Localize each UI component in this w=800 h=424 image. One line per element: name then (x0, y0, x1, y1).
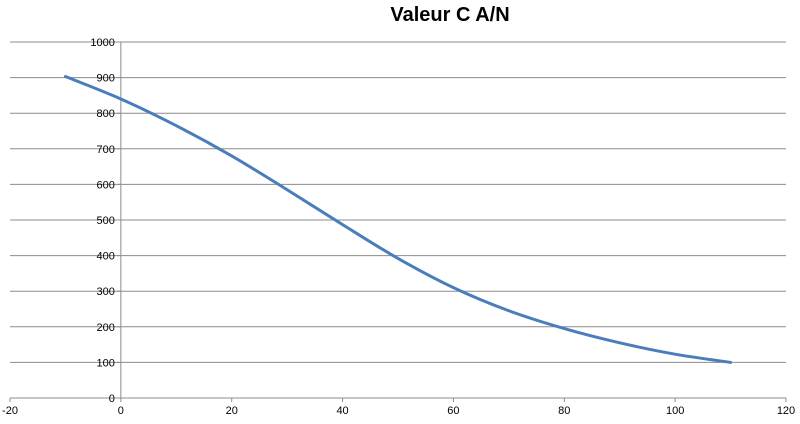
x-tick-label-80: 80 (558, 405, 570, 417)
series-group (63, 75, 733, 364)
x-tick-label-100: 100 (666, 405, 684, 417)
y-tick-label-700: 700 (96, 144, 114, 156)
x-tick-label-120: 120 (777, 405, 795, 417)
y-tick-label-800: 800 (96, 108, 114, 120)
y-tick-label-1000: 1000 (90, 37, 114, 49)
x-tick-label-20: 20 (226, 405, 238, 417)
x-tick-label-40: 40 (336, 405, 348, 417)
axes (9, 41, 787, 402)
x-tick-label-0: 0 (118, 405, 124, 417)
gridlines (10, 41, 786, 363)
x-tick-label--20: -20 (2, 405, 18, 417)
series-line-0 (63, 75, 733, 364)
y-tick-label-200: 200 (96, 322, 114, 334)
y-tick-label-400: 400 (96, 251, 114, 263)
y-tick-label-900: 900 (96, 73, 114, 85)
y-tick-labels: 0 100 200 300 400 500 600 700 800 900 1000 (90, 37, 114, 405)
chart-title: Valeur C A/N (390, 4, 510, 26)
y-tick-label-500: 500 (96, 215, 114, 227)
y-tick-label-300: 300 (96, 286, 114, 298)
x-tick-label-60: 60 (447, 405, 459, 417)
y-tick-label-100: 100 (96, 357, 114, 369)
y-tick-label-0: 0 (109, 393, 115, 405)
x-tick-labels: -20 0 20 40 60 80 100 120 (2, 405, 795, 417)
y-tick-label-600: 600 (96, 179, 114, 191)
